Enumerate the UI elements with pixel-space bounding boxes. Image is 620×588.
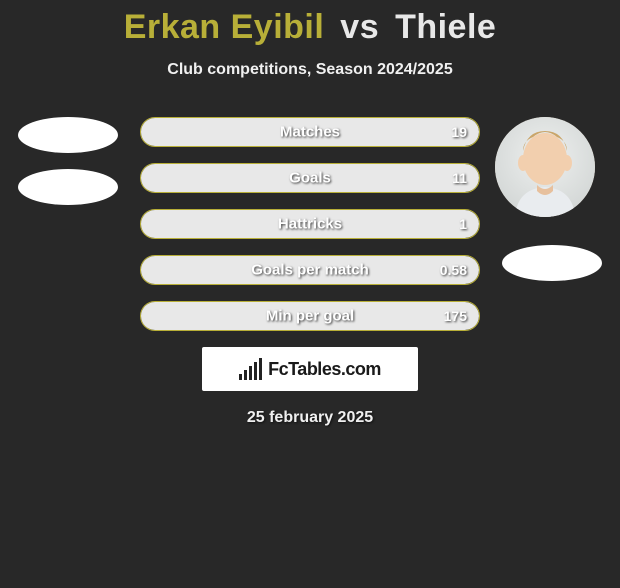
player1-club-badge-bottom bbox=[18, 169, 118, 205]
stat-label: Goals bbox=[289, 170, 331, 187]
stat-value-right: 19 bbox=[451, 124, 467, 140]
stat-row: Goals 11 bbox=[140, 163, 480, 193]
stat-label: Matches bbox=[280, 124, 340, 141]
branding-badge: FcTables.com bbox=[202, 347, 418, 391]
snapshot-date: 25 february 2025 bbox=[0, 409, 620, 427]
stat-value-right: 175 bbox=[444, 308, 467, 324]
stat-row: Goals per match 0.58 bbox=[140, 255, 480, 285]
stat-value-right: 1 bbox=[459, 216, 467, 232]
stat-value-right: 0.58 bbox=[440, 262, 467, 278]
player1-club-badge-top bbox=[18, 117, 118, 153]
stat-label: Min per goal bbox=[266, 308, 354, 325]
vs-label: vs bbox=[340, 8, 379, 46]
bars-icon bbox=[239, 358, 262, 380]
player2-name: Thiele bbox=[395, 8, 496, 46]
player2-club-badge bbox=[502, 245, 602, 281]
player1-name: Erkan Eyibil bbox=[124, 8, 325, 46]
stat-row: Matches 19 bbox=[140, 117, 480, 147]
branding-text: FcTables.com bbox=[268, 359, 381, 380]
stat-rows: Matches 19 Goals 11 Hattricks 1 Goals per matc… bbox=[140, 117, 480, 331]
stat-label: Goals per match bbox=[251, 262, 369, 279]
stat-row: Min per goal 175 bbox=[140, 301, 480, 331]
stat-value-right: 11 bbox=[452, 170, 467, 186]
stat-label: Hattricks bbox=[278, 216, 342, 233]
stat-row: Hattricks 1 bbox=[140, 209, 480, 239]
subtitle: Club competitions, Season 2024/2025 bbox=[0, 61, 620, 79]
player2-avatar bbox=[495, 117, 595, 217]
comparison-stage: Matches 19 Goals 11 Hattricks 1 Goals per matc… bbox=[0, 117, 620, 331]
comparison-title: Erkan Eyibil vs Thiele bbox=[0, 8, 620, 47]
player-face-icon bbox=[495, 117, 595, 217]
